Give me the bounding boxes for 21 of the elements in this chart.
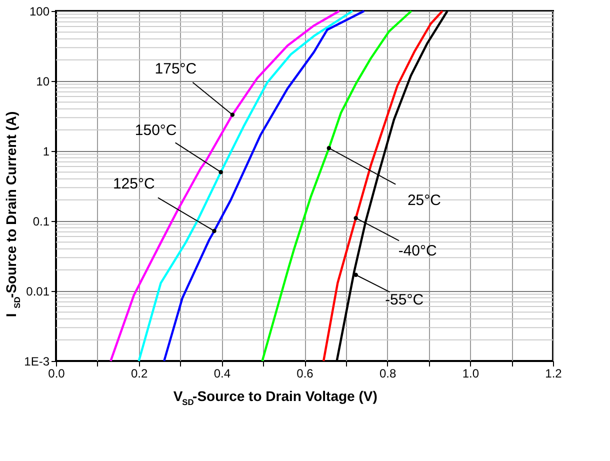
annotation: 25°C [407,192,442,209]
y-axis-title: ISD-Source to Drain Current (A) [3,111,22,318]
x-tick-label: 0.8 [379,366,396,380]
x-tick-label: 0.4 [214,366,231,380]
annotation: 150°C [134,122,177,140]
y-tick-label: 0.1 [32,214,50,228]
x-tick-label: 0.6 [296,366,314,380]
y-tick-label: 1 [42,144,50,158]
y-tick-label: 1E-3 [24,354,50,368]
x-tick-label: 0.2 [130,366,148,380]
line-series [110,10,340,362]
annotation: 175°C [154,60,197,78]
x-tick-label: 0.0 [48,366,66,380]
y-tick-label: 100 [29,4,50,18]
annotation: -40°C [398,242,437,260]
annotation: -55°C [385,291,424,308]
y-tick-label: 10 [36,74,50,88]
y-tick-label: 0.01 [26,284,50,298]
x-tick-label: 1.2 [545,366,562,380]
annotation: 125°C [112,175,155,192]
x-tick-label: 1.0 [462,366,480,380]
